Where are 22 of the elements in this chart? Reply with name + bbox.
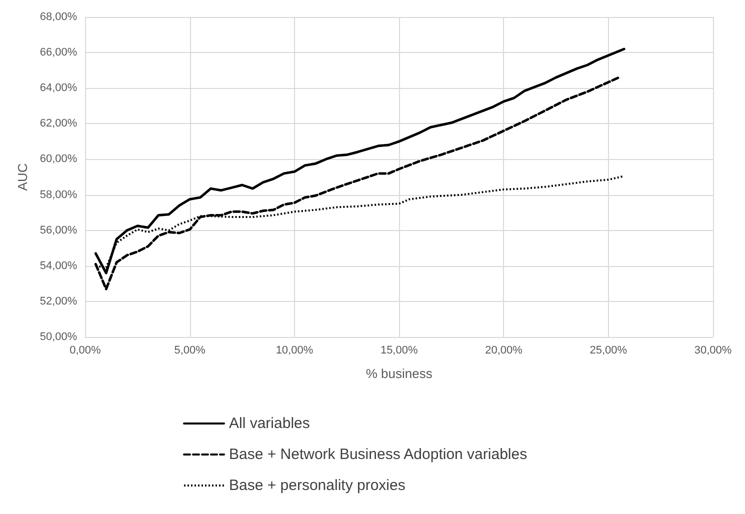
x-tick-label: 15,00% — [380, 344, 418, 356]
y-tick-label: 64,00% — [40, 82, 78, 94]
y-tick-label: 62,00% — [40, 118, 78, 130]
y-tick-label: 56,00% — [40, 224, 78, 236]
legend-label: Base + personality proxies — [229, 477, 406, 494]
legend-label: Base + Network Business Adoption variables — [229, 446, 528, 463]
y-tick-label: 68,00% — [40, 11, 78, 23]
x-tick-label: 10,00% — [276, 344, 314, 356]
y-tick-label: 66,00% — [40, 46, 78, 59]
x-tick-label: 30,00% — [694, 344, 732, 356]
y-tick-label: 60,00% — [40, 153, 78, 166]
x-tick-label: 25,00% — [590, 344, 628, 356]
x-tick-label: 0,00% — [70, 344, 102, 356]
y-tick-label: 54,00% — [40, 260, 78, 272]
y-tick-label: 58,00% — [40, 188, 78, 201]
y-axis-title: AUC — [15, 163, 30, 191]
y-tick-label: 52,00% — [40, 295, 78, 308]
x-tick-label: 20,00% — [485, 344, 523, 356]
legend-label: All variables — [229, 415, 310, 432]
y-tick-label: 50,00% — [40, 331, 78, 343]
x-axis-title: % business — [366, 366, 433, 381]
x-tick-label: 5,00% — [174, 344, 206, 356]
